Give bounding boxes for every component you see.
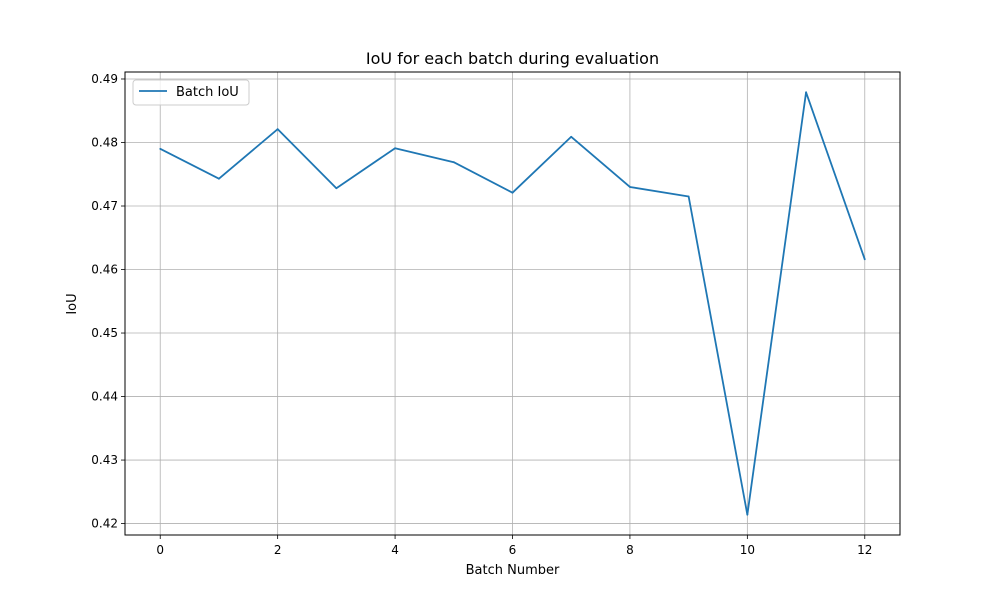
x-tick-label: 12 bbox=[857, 543, 872, 557]
y-axis-label: IoU bbox=[65, 293, 80, 314]
data-point bbox=[394, 147, 396, 150]
data-point bbox=[746, 513, 749, 516]
plot-area: 0 2 4 6 8 10 12 0.420.430.440.450.460.470.480.… bbox=[91, 71, 901, 557]
data-point bbox=[629, 186, 631, 188]
data-point bbox=[335, 187, 338, 190]
y-tick-label: 0.48 bbox=[91, 135, 118, 149]
x-tick-label: 4 bbox=[391, 543, 399, 557]
y-tick-label: 0.43 bbox=[91, 453, 118, 467]
x-axis-ticks: 0 2 4 6 8 10 12 bbox=[156, 535, 872, 557]
x-tick-label: 6 bbox=[509, 543, 517, 557]
legend-label-batch-iou: Batch IoU bbox=[176, 85, 239, 100]
y-tick-label: 0.45 bbox=[91, 326, 118, 340]
data-point bbox=[805, 91, 807, 94]
data-point bbox=[511, 191, 514, 194]
y-tick-label: 0.49 bbox=[91, 72, 118, 86]
series-group bbox=[159, 91, 866, 516]
data-point bbox=[159, 147, 162, 150]
plot-frame bbox=[124, 71, 901, 536]
data-point bbox=[863, 258, 866, 261]
y-tick-label: 0.44 bbox=[91, 390, 118, 404]
y-axis-ticks: 0.42 0.43 0.44 0.45 0.46 0.47 0.48 0.49 bbox=[91, 72, 125, 531]
data-point bbox=[276, 128, 279, 131]
x-tick-label: 2 bbox=[274, 543, 282, 557]
x-axis-label: Batch Number bbox=[466, 563, 560, 578]
x-tick-label: 10 bbox=[740, 543, 755, 557]
x-tick-label: 0 bbox=[156, 543, 164, 557]
data-point bbox=[452, 161, 455, 164]
data-point bbox=[687, 195, 690, 198]
chart-title: IoU for each batch during evaluation bbox=[366, 49, 659, 68]
data-point bbox=[570, 135, 573, 138]
y-tick-label: 0.47 bbox=[91, 199, 118, 213]
y-tick-label: 0.42 bbox=[91, 517, 118, 531]
legend-box bbox=[132, 79, 250, 106]
legend: Batch IoU bbox=[132, 79, 250, 106]
x-tick-label: 8 bbox=[626, 543, 634, 557]
y-tick-label: 0.46 bbox=[91, 263, 118, 277]
data-point bbox=[218, 177, 220, 180]
